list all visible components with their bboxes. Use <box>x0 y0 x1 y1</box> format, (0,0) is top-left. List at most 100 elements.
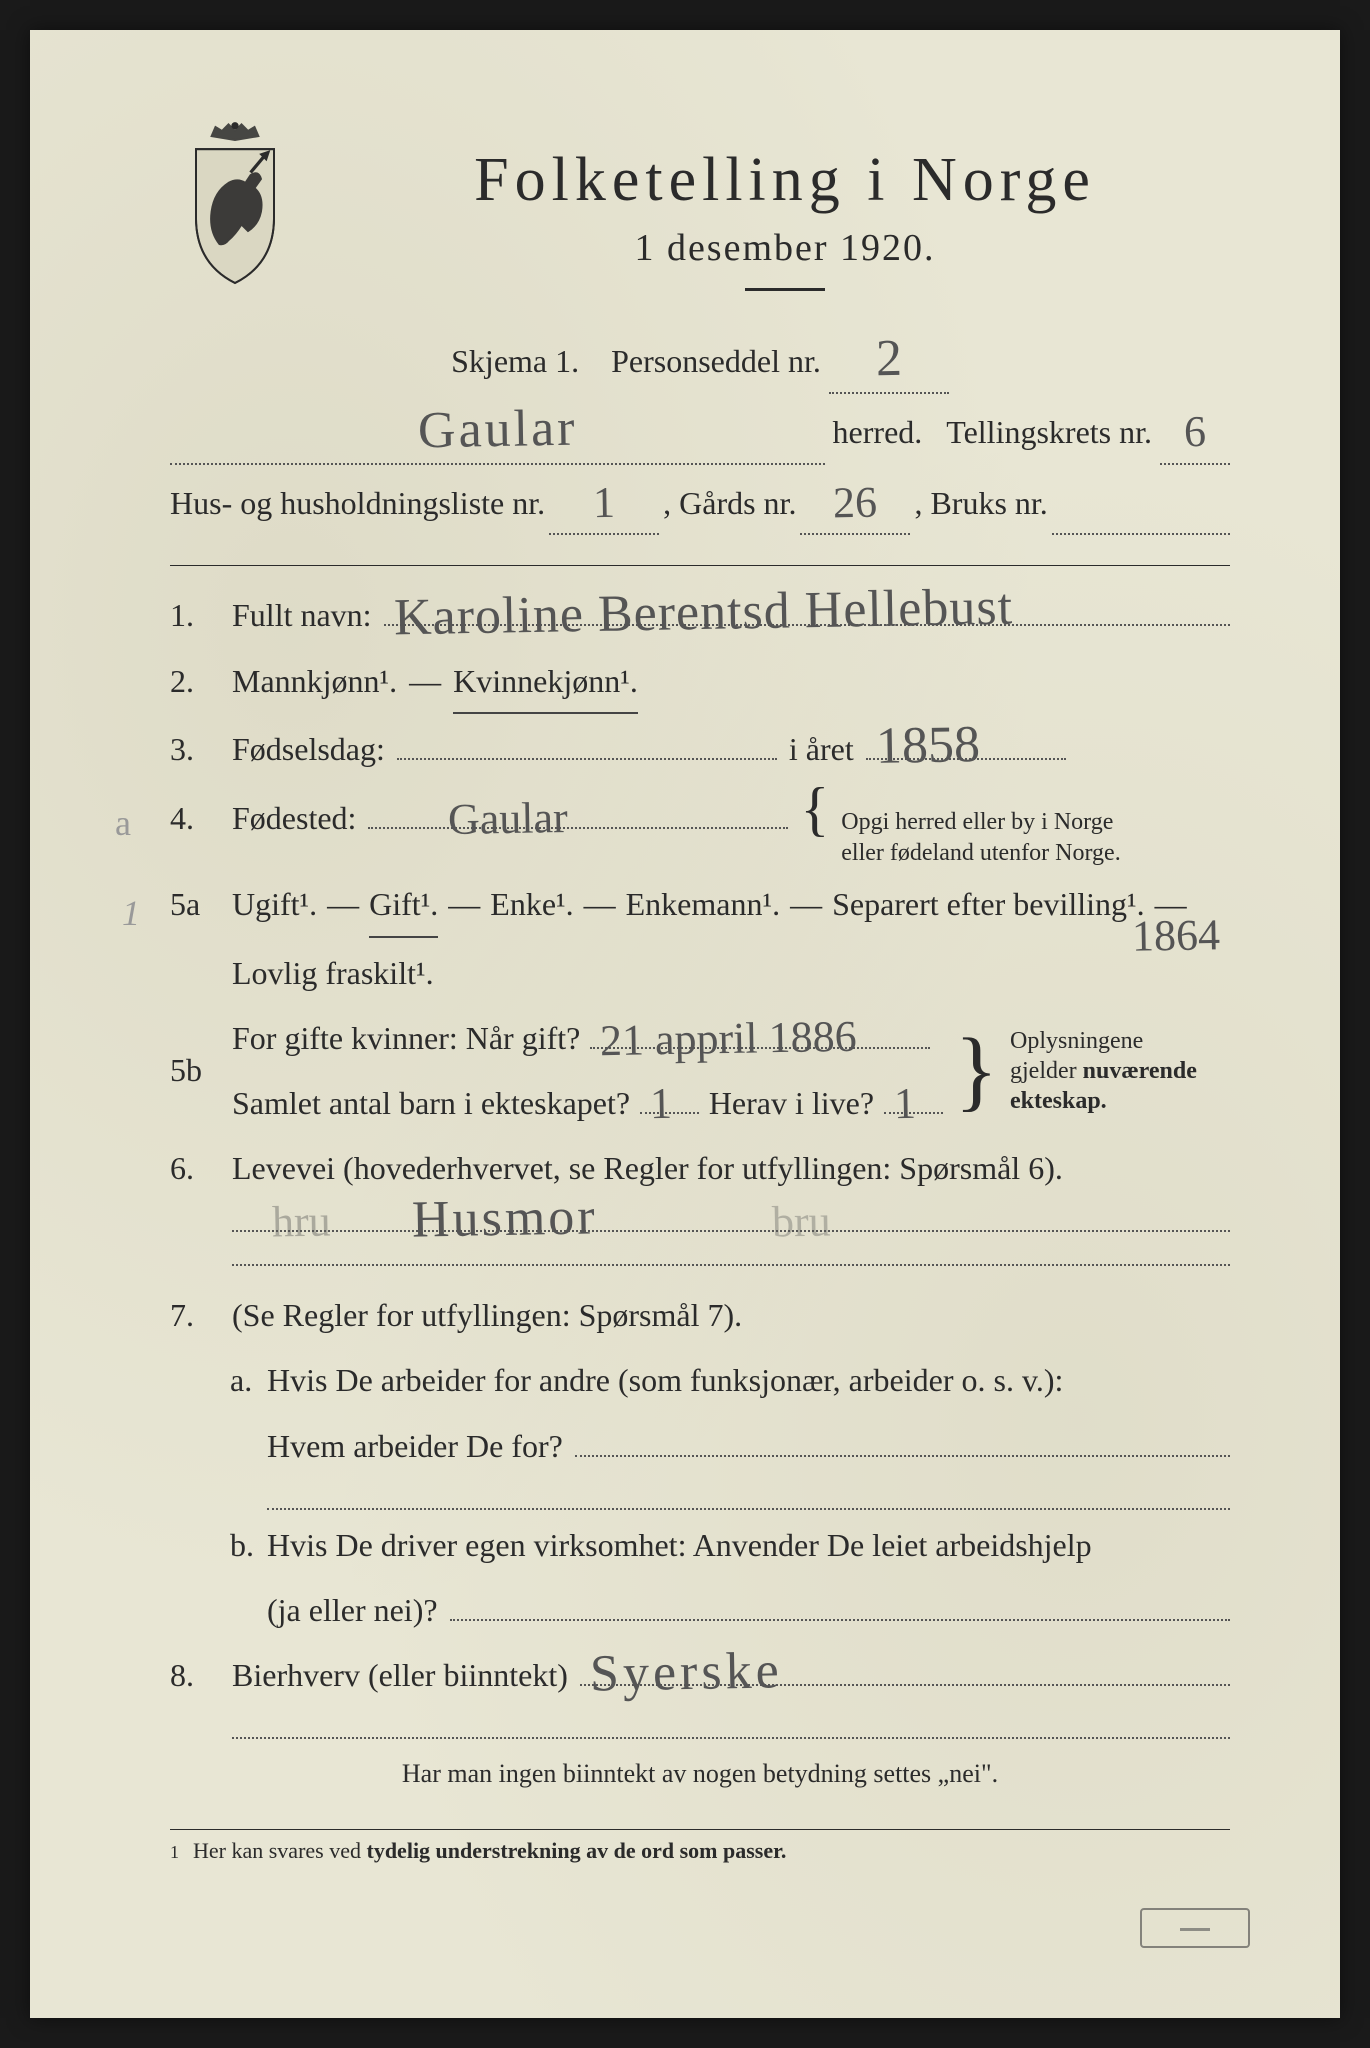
q7b-row-2: (ja eller nei)? <box>170 1581 1230 1640</box>
q6-blank-row <box>170 1238 1230 1266</box>
q7b-num: b. <box>170 1516 255 1575</box>
slip-label: Personseddel nr. <box>611 343 821 379</box>
q6-label: Levevei (hovederhvervet, se Regler for u… <box>232 1139 1063 1198</box>
q5b-line1-value: 21 appril 1886 <box>600 1018 857 1058</box>
q6-value: Husmor <box>412 1196 598 1241</box>
herred-suffix: herred. <box>833 402 923 463</box>
bruks-label: , Bruks nr. <box>914 473 1047 534</box>
q6-num: 6. <box>170 1139 220 1198</box>
gards-label: , Gårds nr. <box>663 473 796 534</box>
q3-num: 3. <box>170 720 220 779</box>
q4-note-line2: eller fødeland utenfor Norge. <box>841 840 1120 866</box>
q1-num: 1. <box>170 586 220 645</box>
q5b-line1-label: For gifte kvinner: Når gift? <box>232 1009 580 1068</box>
q1-row: 1. Fullt navn: Karoline Berentsd Hellebu… <box>170 586 1230 645</box>
q8-value: Syerske <box>590 1650 783 1695</box>
coat-of-arms-icon <box>170 120 300 290</box>
q7a-line2: Hvem arbeider De for? <box>267 1417 563 1476</box>
date-line: 1 desember 1920. <box>340 226 1230 270</box>
q5a-opt-1: Gift¹. <box>369 875 438 937</box>
q5b-side-line1: Oplysningene <box>1010 1028 1143 1054</box>
q2-male: Mannkjønn¹. <box>232 652 397 711</box>
q3-mid: i året <box>789 720 854 779</box>
q5a-opt-5: Lovlig fraskilt¹. <box>232 944 434 1003</box>
q6-faded-suffix: bru <box>772 1204 831 1240</box>
q7a-line1: Hvis De arbeider for andre (som funksjon… <box>267 1351 1063 1410</box>
q5a-options: Ugift¹. — Gift¹. — Enke¹. — Enkemann¹. —… <box>232 875 1230 1002</box>
note-below-8: Har man ingen biinntekt av nogen betydni… <box>170 1759 1230 1789</box>
q6-faded-prefix: hru <box>272 1204 331 1240</box>
q5b-line2-label-b: Herav i live? <box>709 1074 874 1133</box>
footnote-marker: 1 <box>170 1842 179 1863</box>
q7b-line1: Hvis De driver egen virksomhet: Anvender… <box>267 1516 1092 1575</box>
q4-row: a 4. Fødested: Gaular { Opgi herred elle… <box>170 785 1230 869</box>
krets-nr-value: 6 <box>1184 414 1207 450</box>
q5b-content: For gifte kvinner: Når gift? 21 appril 1… <box>232 1009 943 1133</box>
q2-dash: — <box>409 652 441 711</box>
q7-row: 7. (Se Regler for utfyllingen: Spørsmål … <box>170 1286 1230 1345</box>
q2-num: 2. <box>170 652 220 711</box>
q5a-margin-mark: 1 <box>122 880 140 947</box>
q8-label: Bierhverv (eller biinntekt) <box>232 1646 568 1705</box>
q7-num: 7. <box>170 1286 220 1345</box>
q5a-opt-3: Enkemann¹. <box>626 875 780 934</box>
q5a-opt-2: Enke¹. <box>490 875 573 934</box>
q4-label: Fødested: <box>232 789 356 848</box>
q5b-side-note: Oplysningene gjelder nuværende ekteskap. <box>1010 1026 1230 1116</box>
q7a-num: a. <box>170 1351 255 1410</box>
brace-icon: } <box>955 1035 998 1107</box>
q3-row: 3. Fødselsdag: i året 1858 <box>170 720 1230 779</box>
q4-margin-mark: a <box>115 790 131 857</box>
q5a-corner-note: 1864 <box>1132 918 1221 955</box>
header: Folketelling i Norge 1 desember 1920. <box>170 130 1230 291</box>
title-block: Folketelling i Norge 1 desember 1920. <box>340 130 1230 291</box>
footnote: 1 Her kan svares ved tydelig understrekn… <box>170 1829 1230 1864</box>
q5a-opt-0: Ugift¹. <box>232 875 317 934</box>
title-divider <box>745 288 825 291</box>
q7a-row-2: Hvem arbeider De for? <box>170 1417 1230 1476</box>
q4-num: 4. <box>170 789 220 848</box>
q6-answer-row: hru Husmor bru <box>170 1204 1230 1232</box>
q5b-line2-label-a: Samlet antal barn i ekteskapet? <box>232 1074 630 1133</box>
q6-row: 6. Levevei (hovederhvervet, se Regler fo… <box>170 1139 1230 1198</box>
q8-num: 8. <box>170 1646 220 1705</box>
q7a-blank-row <box>170 1482 1230 1510</box>
slip-nr-value: 2 <box>875 338 902 380</box>
q4-note-line1: Opgi herred eller by i Norge <box>841 809 1113 835</box>
separator-line <box>170 565 1230 566</box>
footnote-text-bold: tydelig understrekning av de ord som pas… <box>367 1838 787 1863</box>
q7b-row: b. Hvis De driver egen virksomhet: Anven… <box>170 1516 1230 1575</box>
q5a-row: 1 5a Ugift¹. — Gift¹. — Enke¹. — Enkeman… <box>170 875 1230 1002</box>
footnote-text-a: Her kan svares ved <box>193 1838 367 1863</box>
printer-stamp-icon: ▬▬▬ <box>1140 1908 1250 1948</box>
q5a-opt-4: Separert efter bevilling¹. <box>832 875 1145 934</box>
q3-label: Fødselsdag: <box>232 720 385 779</box>
q2-row: 2. Mannkjønn¹. — Kvinnekjønn¹. <box>170 652 1230 714</box>
q5b-line2-value-a: 1 <box>650 1086 673 1122</box>
q5b-side-line2: gjelder <box>1010 1058 1077 1084</box>
q5a-num: 5a <box>170 875 220 934</box>
q8-row: 8. Bierhverv (eller biinntekt) Syerske <box>170 1646 1230 1705</box>
census-form-page: Folketelling i Norge 1 desember 1920. Sk… <box>30 30 1340 2018</box>
q7-label: (Se Regler for utfyllingen: Spørsmål 7). <box>232 1286 742 1345</box>
gards-nr-value: 26 <box>833 484 878 520</box>
form-meta: Skjema 1. Personseddel nr. 2 Gaular herr… <box>170 331 1230 535</box>
q1-label: Fullt navn: <box>232 586 372 645</box>
main-title: Folketelling i Norge <box>340 145 1230 216</box>
q1-value: Karoline Berentsd Hellebust <box>393 586 1013 638</box>
form-label: Skjema 1. <box>451 343 579 379</box>
q7b-line2: (ja eller nei)? <box>267 1581 438 1640</box>
q5b-row: 5b For gifte kvinner: Når gift? 21 appri… <box>170 1009 1230 1133</box>
hus-nr-value: 1 <box>593 484 616 520</box>
footnote-text: Her kan svares ved tydelig understreknin… <box>193 1838 786 1864</box>
herred-value: Gaular <box>417 407 577 451</box>
krets-label: Tellingskrets nr. <box>946 402 1152 463</box>
hus-label: Hus- og husholdningsliste nr. <box>170 473 545 534</box>
q4-value: Gaular <box>448 800 568 837</box>
q4-side-note: Opgi herred eller by i Norge eller fødel… <box>841 807 1120 869</box>
q7a-row: a. Hvis De arbeider for andre (som funks… <box>170 1351 1230 1410</box>
q2-female: Kvinnekjønn¹. <box>453 652 638 714</box>
brace-icon: { <box>800 785 829 833</box>
q5b-line2-value-b: 1 <box>894 1086 917 1122</box>
q8-blank-row <box>170 1711 1230 1739</box>
